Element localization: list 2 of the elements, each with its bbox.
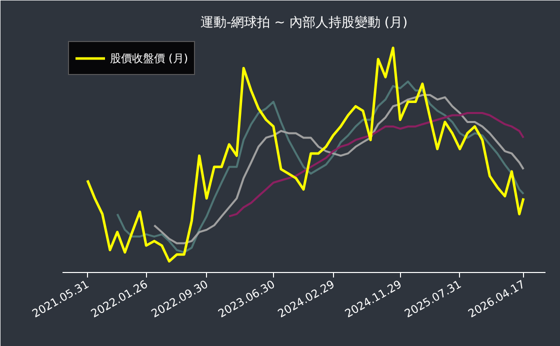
legend-label: 股價收盤價 (月) xyxy=(110,50,188,66)
chart-title: 運動-網球拍 ~ 內部人持股變動 (月) xyxy=(200,16,408,30)
